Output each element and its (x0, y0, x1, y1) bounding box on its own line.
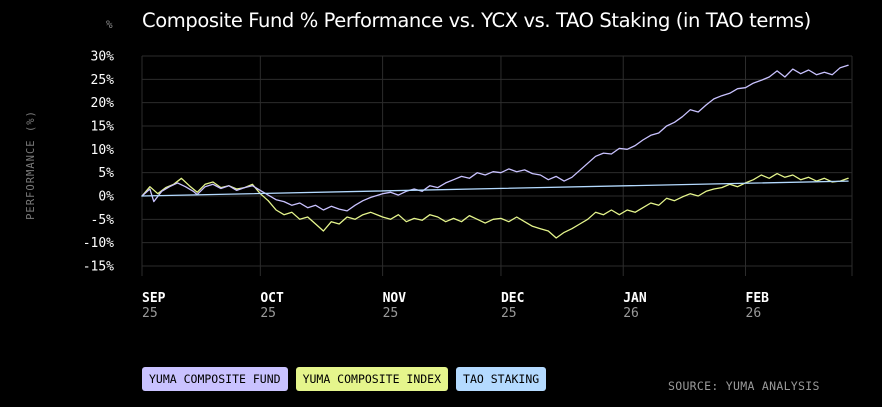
series-line-yuma-composite-index (141, 172, 849, 239)
y-tick-label: 30% (91, 50, 115, 65)
grid-lines (141, 55, 853, 276)
y-tick-label: 0% (98, 190, 114, 205)
x-tick-year: 26 (623, 306, 639, 321)
x-tick-year: 25 (383, 306, 399, 321)
x-tick-month: OCT (260, 291, 284, 306)
y-tick-label: 10% (91, 143, 115, 158)
x-tick-year: 25 (142, 306, 158, 321)
y-tick-label: -15% (83, 260, 114, 275)
source-note: SOURCE: YUMA ANALYSIS (668, 379, 820, 393)
x-tick-month: NOV (383, 291, 407, 306)
x-tick-month: FEB (746, 291, 770, 306)
legend-item-tao-staking: TAO STAKING (456, 367, 547, 391)
x-tick-month: DEC (501, 291, 524, 306)
plot-area (141, 64, 849, 239)
legend-item-yuma-composite-index: YUMA COMPOSITE INDEX (295, 367, 449, 391)
unit-label: % (106, 18, 113, 31)
y-axis-ticks: 30% 25% 20% 15% 10% 5% 0% -5% -10% -15% (83, 50, 114, 275)
y-tick-label: 20% (91, 96, 115, 111)
x-tick-year: 26 (746, 306, 762, 321)
series-line-tao-staking (141, 180, 849, 197)
y-tick-label: 25% (91, 73, 115, 88)
x-tick-month: JAN (623, 291, 647, 306)
y-tick-label: -10% (83, 236, 114, 251)
y-tick-label: 15% (91, 120, 115, 135)
legend: YUMA COMPOSITE FUND YUMA COMPOSITE INDEX T… (142, 367, 547, 391)
y-tick-label: 5% (98, 166, 114, 181)
y-tick-label: -5% (91, 213, 115, 228)
x-tick-month: SEP (142, 291, 166, 306)
x-tick-year: 25 (260, 306, 276, 321)
legend-item-yuma-composite-fund: YUMA COMPOSITE FUND (142, 367, 288, 391)
x-tick-year: 25 (501, 306, 517, 321)
series-line-yuma-composite-fund (141, 64, 849, 212)
chart-title: Composite Fund % Performance vs. YCX vs.… (142, 9, 811, 32)
